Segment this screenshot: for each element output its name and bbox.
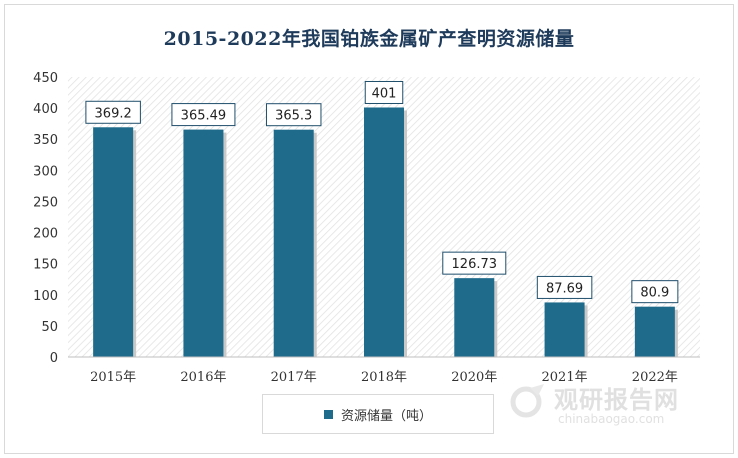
data-label-box [171, 103, 236, 127]
legend-swatch [323, 409, 333, 419]
chart-title: 2015-2022年我国铂族金属矿产查明资源储量 [163, 28, 575, 50]
y-tick-label: 0 [50, 351, 58, 366]
bar [183, 129, 224, 357]
data-label-box [265, 103, 322, 127]
y-tick-label: 300 [33, 164, 58, 179]
legend: 资源储量（吨） [262, 394, 494, 434]
watermark-logo-icon [510, 384, 544, 418]
watermark-text-cn: 观研报告网 [554, 386, 679, 414]
data-label: 369.2 [95, 106, 132, 121]
x-tick-label: 2018年 [361, 370, 407, 385]
y-tick-label: 400 [33, 102, 58, 117]
bar [454, 278, 495, 357]
watermark-text-en: chinabaogao.com [558, 412, 665, 426]
x-tick-label: 2016年 [180, 370, 226, 385]
x-tick-label: 2015年 [90, 370, 136, 385]
y-tick-label: 50 [41, 320, 58, 335]
y-tick-label: 350 [33, 133, 58, 148]
data-label-box [364, 80, 404, 104]
y-tick-label: 200 [33, 227, 58, 242]
bar [544, 302, 585, 357]
y-tick-label: 100 [33, 289, 58, 304]
data-label-box [631, 280, 679, 304]
bar [634, 306, 675, 357]
y-tick-label: 250 [33, 195, 58, 210]
x-tick-label: 2017年 [271, 370, 317, 385]
data-label: 80.9 [640, 286, 669, 301]
data-label: 365.49 [181, 109, 227, 124]
x-tick-label: 2022年 [632, 370, 678, 385]
data-label-box [85, 100, 141, 124]
data-label: 87.69 [546, 281, 583, 296]
x-tick-label: 2021年 [542, 370, 588, 385]
data-label: 365.3 [275, 109, 312, 124]
data-label-box [536, 275, 593, 299]
watermark: 观研报告网 chinabaogao.com [500, 374, 700, 434]
data-label-box [442, 251, 507, 275]
y-tick-label: 150 [33, 258, 58, 273]
bar [93, 127, 134, 357]
bar [364, 107, 404, 357]
data-label: 126.73 [452, 257, 498, 272]
data-label: 401 [372, 86, 397, 101]
legend-label: 资源储量（吨） [340, 408, 432, 424]
bar [273, 129, 314, 357]
y-tick-label: 450 [33, 71, 58, 86]
x-tick-label: 2020年 [451, 370, 497, 385]
